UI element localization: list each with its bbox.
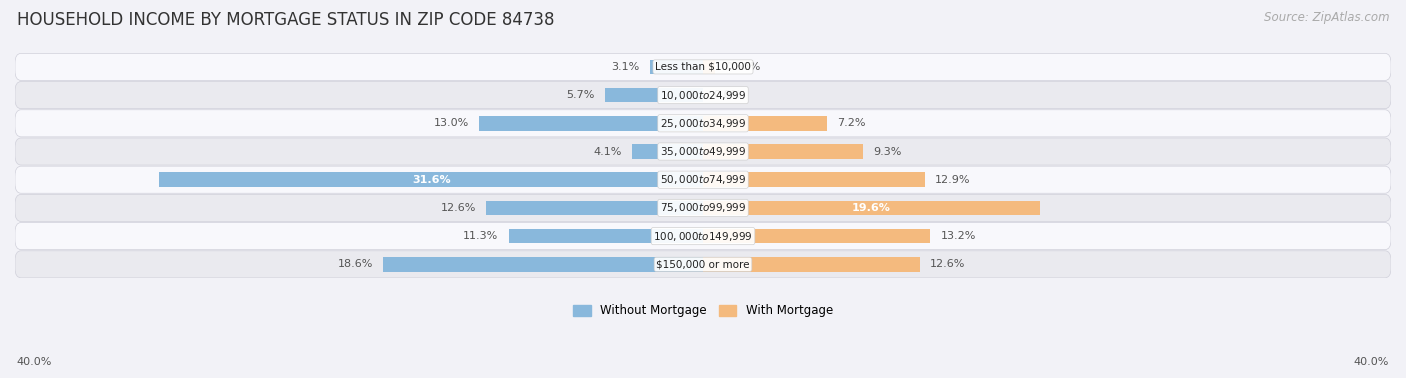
Bar [703, 116, 827, 131]
Text: $35,000 to $49,999: $35,000 to $49,999 [659, 145, 747, 158]
Bar [633, 144, 703, 159]
Bar [479, 116, 703, 131]
FancyBboxPatch shape [15, 194, 1391, 222]
Bar [703, 144, 863, 159]
Text: $10,000 to $24,999: $10,000 to $24,999 [659, 88, 747, 102]
Text: 12.9%: 12.9% [935, 175, 970, 185]
Text: $75,000 to $99,999: $75,000 to $99,999 [659, 201, 747, 214]
FancyBboxPatch shape [15, 138, 1391, 165]
Text: $150,000 or more: $150,000 or more [657, 259, 749, 269]
FancyBboxPatch shape [15, 82, 1391, 108]
Text: 3.1%: 3.1% [612, 62, 640, 72]
Bar [703, 60, 714, 74]
Text: 0.68%: 0.68% [725, 62, 761, 72]
Bar [605, 88, 703, 102]
Bar [703, 201, 1040, 215]
Text: 40.0%: 40.0% [17, 357, 52, 367]
Bar [159, 172, 703, 187]
Legend: Without Mortgage, With Mortgage: Without Mortgage, With Mortgage [568, 300, 838, 322]
Text: $100,000 to $149,999: $100,000 to $149,999 [654, 229, 752, 243]
FancyBboxPatch shape [15, 53, 1391, 81]
FancyBboxPatch shape [15, 223, 1391, 249]
FancyBboxPatch shape [15, 110, 1391, 137]
Text: 4.1%: 4.1% [593, 147, 623, 156]
Text: $50,000 to $74,999: $50,000 to $74,999 [659, 173, 747, 186]
Text: $25,000 to $34,999: $25,000 to $34,999 [659, 117, 747, 130]
Text: Source: ZipAtlas.com: Source: ZipAtlas.com [1264, 11, 1389, 24]
Bar [703, 172, 925, 187]
Text: 0.0%: 0.0% [713, 90, 741, 100]
Text: 7.2%: 7.2% [837, 118, 866, 128]
Text: 12.6%: 12.6% [929, 259, 966, 269]
Bar [703, 229, 929, 243]
Bar [486, 201, 703, 215]
Text: 40.0%: 40.0% [1354, 357, 1389, 367]
Text: 19.6%: 19.6% [852, 203, 891, 213]
Bar [382, 257, 703, 272]
Text: 18.6%: 18.6% [337, 259, 373, 269]
Text: 13.0%: 13.0% [434, 118, 470, 128]
Text: 9.3%: 9.3% [873, 147, 901, 156]
Text: 31.6%: 31.6% [412, 175, 450, 185]
Text: 12.6%: 12.6% [440, 203, 477, 213]
Bar [509, 229, 703, 243]
Bar [650, 60, 703, 74]
Text: 13.2%: 13.2% [941, 231, 976, 241]
FancyBboxPatch shape [15, 166, 1391, 193]
Text: Less than $10,000: Less than $10,000 [655, 62, 751, 72]
FancyBboxPatch shape [15, 251, 1391, 278]
Bar [703, 257, 920, 272]
Text: 5.7%: 5.7% [567, 90, 595, 100]
Text: 11.3%: 11.3% [463, 231, 498, 241]
Text: HOUSEHOLD INCOME BY MORTGAGE STATUS IN ZIP CODE 84738: HOUSEHOLD INCOME BY MORTGAGE STATUS IN Z… [17, 11, 554, 29]
